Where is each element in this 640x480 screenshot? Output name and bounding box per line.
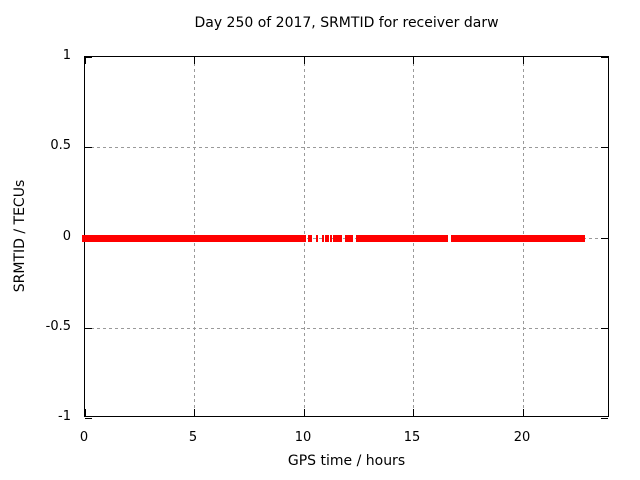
y-tick-right--1	[601, 418, 608, 419]
y-tick-right-1	[601, 57, 608, 58]
x-tick-label-0: 0	[79, 430, 89, 445]
grid-line-y--0.5	[85, 328, 608, 329]
y-tick-right-0.5	[601, 147, 608, 148]
x-tick-bottom-10	[304, 409, 305, 416]
x-tick-label-10: 10	[294, 430, 312, 445]
series-segment	[355, 234, 448, 242]
y-tick-label-0.5: 0.5	[50, 138, 71, 153]
x-tick-label-20: 20	[513, 430, 531, 445]
y-tick-label--0.5: -0.5	[45, 319, 71, 334]
x-tick-bottom-20	[523, 409, 524, 416]
y-tick-label--1: -1	[58, 409, 71, 424]
series-segment	[330, 234, 333, 242]
grid-line-y-0.5	[85, 147, 608, 148]
series-segment	[321, 234, 325, 242]
series-segment	[450, 234, 585, 242]
series-segment	[344, 234, 353, 242]
x-tick-top-5	[194, 57, 195, 64]
x-axis-label: GPS time / hours	[287, 453, 406, 469]
y-tick-right-0	[601, 238, 608, 239]
x-tick-top-0	[85, 57, 86, 64]
x-tick-bottom-0	[85, 409, 86, 416]
plot-area	[82, 56, 609, 419]
series-segment	[324, 234, 329, 242]
series-segment	[308, 234, 313, 242]
x-tick-top-10	[304, 57, 305, 64]
x-tick-bottom-5	[194, 409, 195, 416]
y-tick-right--0.5	[601, 328, 608, 329]
x-tick-label-15: 15	[403, 430, 421, 445]
y-tick-left-1	[85, 57, 92, 58]
series-segment	[315, 234, 319, 242]
series-segment	[333, 234, 342, 242]
chart-title: Day 250 of 2017, SRMTID for receiver dar…	[194, 15, 499, 31]
y-tick-left-0.5	[85, 147, 92, 148]
x-tick-label-5: 5	[188, 430, 198, 445]
y-tick-left--1	[85, 418, 92, 419]
y-tick-label-0: 0	[62, 229, 71, 244]
x-tick-top-20	[523, 57, 524, 64]
series-segment	[82, 234, 306, 242]
y-tick-left--0.5	[85, 328, 92, 329]
y-tick-label-1: 1	[62, 48, 71, 63]
x-tick-top-15	[413, 57, 414, 64]
x-tick-bottom-15	[413, 409, 414, 416]
